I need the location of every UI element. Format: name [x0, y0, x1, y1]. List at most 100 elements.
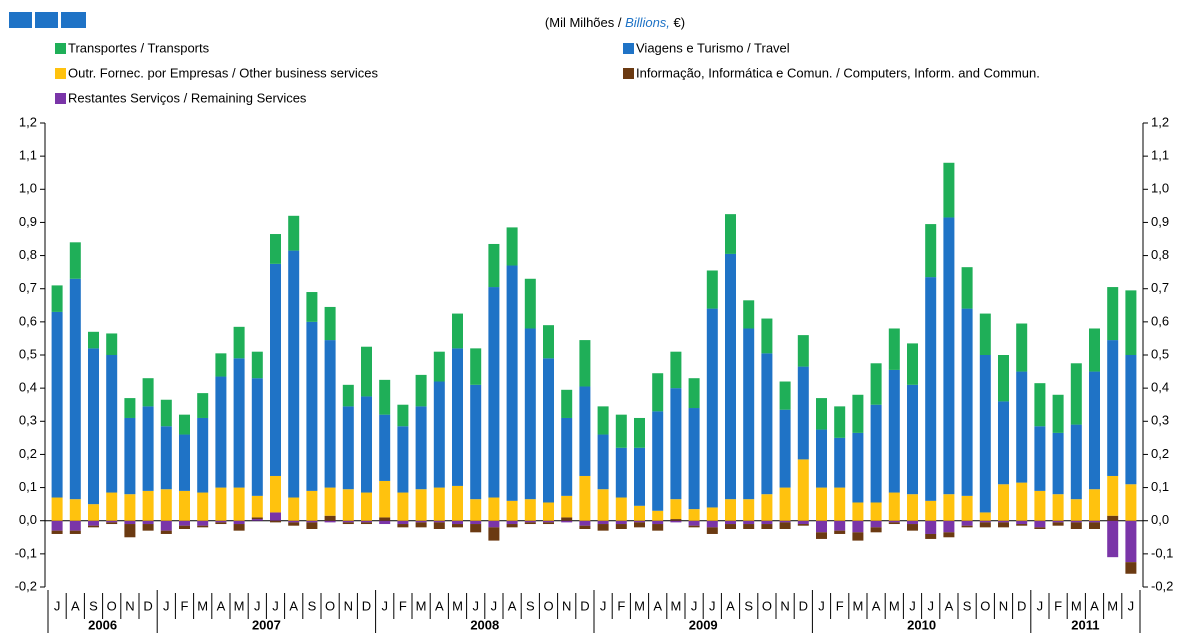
bar-segment: [925, 224, 937, 278]
bar-segment: [852, 394, 864, 433]
bar-segment: [779, 522, 791, 529]
bar-segment: [743, 300, 755, 329]
bar-segment: [251, 378, 263, 496]
bar-segment: [816, 532, 827, 539]
bar-segment: [452, 485, 463, 521]
bar-segment: [1070, 424, 1082, 500]
x-tick-label: N: [562, 598, 571, 613]
x-tick-label: F: [399, 598, 407, 613]
y2-tick-label: 1,1: [1151, 148, 1169, 163]
bar-segment: [51, 497, 63, 521]
x-tick-label: N: [780, 598, 789, 613]
bar-segment: [233, 520, 245, 525]
logo-block: [35, 12, 58, 28]
y-tick-label: 0,8: [19, 247, 37, 262]
bar-segment: [961, 495, 973, 521]
bar-segment: [488, 527, 500, 541]
x-tick-label: D: [580, 598, 589, 613]
bar-segment: [215, 522, 227, 525]
bar-segment: [743, 499, 755, 521]
bar-segment: [743, 520, 755, 525]
bar-segment: [51, 530, 63, 534]
bar-segment: [834, 487, 846, 521]
x-tick-label: J: [163, 598, 170, 613]
y2-tick-label: 0,2: [1151, 446, 1169, 461]
bar-segment: [397, 524, 409, 528]
bar-segment: [579, 340, 591, 387]
bar-segment: [688, 509, 700, 521]
bar-segment: [797, 524, 809, 526]
bar-segment: [688, 520, 700, 526]
bar-segment: [1070, 499, 1082, 521]
bar-segment: [1089, 328, 1100, 372]
bar-segment: [1125, 562, 1137, 574]
bar-segment: [215, 376, 227, 488]
bar-segment: [1070, 520, 1082, 523]
bar-segment: [433, 381, 445, 488]
bar-segment: [342, 384, 354, 407]
bar-segment: [88, 520, 99, 526]
x-tick-label: D: [362, 598, 371, 613]
bar-segment: [470, 348, 482, 385]
legend-label: Viagens e Turismo / Travel: [636, 40, 790, 55]
bar-segment: [925, 533, 937, 539]
bar-segment: [452, 520, 463, 525]
bar-segment: [979, 313, 991, 355]
x-tick-label: F: [617, 598, 625, 613]
bar-segment: [670, 388, 682, 500]
bar-segment: [142, 524, 154, 531]
bar-segment: [1034, 490, 1046, 521]
bar-segment: [961, 525, 973, 528]
bar-segment: [452, 313, 463, 349]
bar-segment: [1107, 515, 1119, 521]
subtitle-part: Billions,: [625, 15, 670, 30]
bar-segment: [251, 519, 263, 521]
bar-segment: [179, 414, 190, 435]
bar-segment: [670, 519, 682, 521]
x-tick-label: S: [89, 598, 98, 613]
bar-segment: [870, 404, 882, 503]
x-tick-label: A: [872, 598, 881, 613]
x-tick-label: J: [818, 598, 825, 613]
bar-segment: [488, 287, 500, 498]
bar-segment: [797, 520, 809, 525]
bar-segment: [342, 522, 354, 525]
bar-segment: [725, 214, 736, 254]
bar-segment: [215, 487, 227, 521]
bar-segment: [979, 520, 991, 523]
bar-segment: [415, 489, 427, 521]
bar-segment: [488, 497, 500, 521]
legend-label: Informação, Informática e Comun. / Compu…: [636, 65, 1040, 80]
bar-segment: [342, 406, 354, 490]
bar-segment: [379, 414, 391, 481]
bar-segment: [634, 417, 645, 448]
logo-block: [9, 12, 32, 28]
bar-segment: [124, 524, 136, 538]
bar-segment: [561, 517, 573, 521]
bar-segment: [797, 335, 809, 367]
bar-segment: [597, 434, 609, 490]
bar-segment: [579, 386, 591, 476]
bar-segment: [324, 306, 336, 341]
bar-segment: [215, 520, 227, 523]
logo-block: [61, 12, 86, 28]
bar-segment: [470, 384, 482, 500]
bar-segment: [579, 475, 591, 521]
y2-tick-label: 0,7: [1151, 280, 1169, 295]
bar-segment: [670, 520, 682, 523]
x-tick-label: J: [709, 598, 716, 613]
y-tick-label: 0,6: [19, 313, 37, 328]
bar-segment: [907, 343, 918, 385]
bar-segment: [925, 277, 937, 501]
bar-segment: [1089, 489, 1100, 521]
bar-segment: [433, 487, 445, 521]
bar-segment: [270, 234, 281, 264]
bar-segment: [543, 502, 554, 521]
bar-segment: [324, 487, 336, 516]
year-label: 2009: [689, 617, 718, 632]
bar-segment: [1089, 522, 1100, 529]
bar-segment: [251, 517, 263, 520]
x-tick-label: J: [381, 598, 388, 613]
bar-segment: [69, 520, 81, 531]
